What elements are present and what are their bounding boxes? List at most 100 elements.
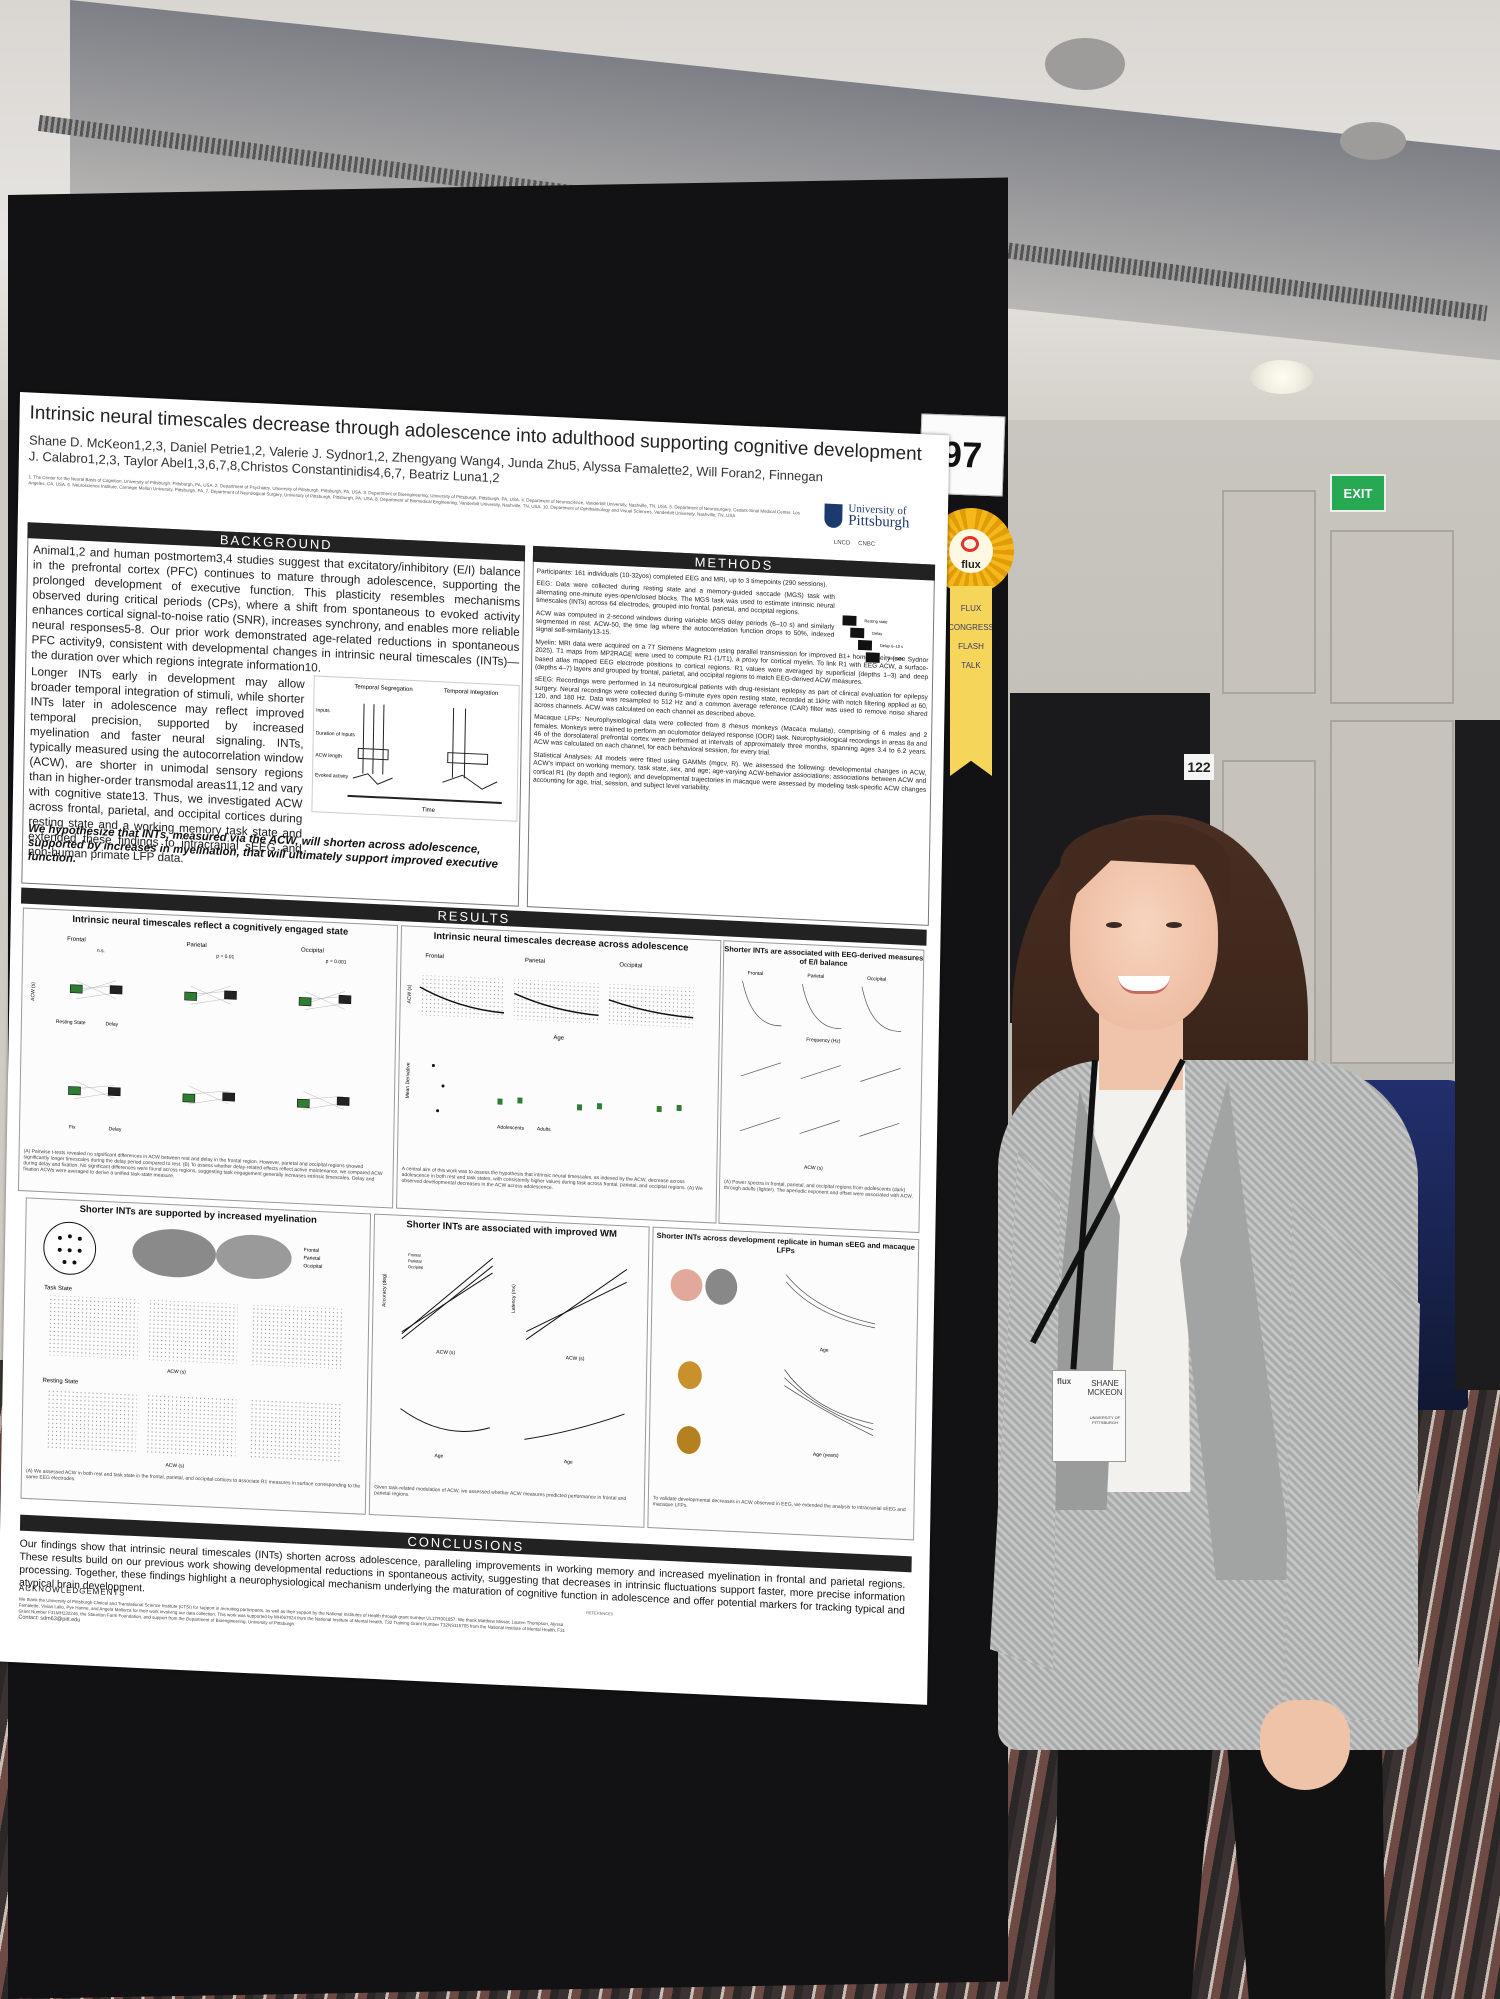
region-label: Parietal [807,973,824,980]
axis-label: ACW (s) [167,1369,186,1376]
methods-text: Participants: 161 individuals (10-32yos)… [533,568,930,807]
axis-label: ACW (s) [804,1165,823,1172]
fig-label: Inputs [316,707,330,714]
axis-label: Frequency (Hz) [806,1037,841,1045]
axis-label: Accuracy (deg) [381,1273,388,1307]
axis-label: Delay [109,1126,122,1133]
task-label: Resting state [864,618,888,624]
background-paragraph-1: Animal1,2 and human postmortem3,4 studie… [31,542,521,675]
rosette-label: flux [961,559,981,571]
ribbon-line: CONGRESS [948,623,994,632]
axis-label: ACW (s) [30,982,36,1001]
task-label: Delay 6–10 s [880,643,903,649]
axis-label: Delay [105,1021,118,1028]
replication-figure: Age Age (years) [670,1268,876,1459]
axis-label: Resting State [42,1378,79,1386]
results-panel-adolescence: Intrinsic neural timescales decrease acr… [396,925,722,1224]
axis-label: Fix [69,1124,76,1130]
acw-boxplot-figure: Frontal Parietal Occipital n.s. p = 0.01… [30,937,352,1133]
pitt-shield-icon [824,503,843,529]
legend-label: Frontal [304,1247,320,1254]
temporal-integration-figure: Temporal Segregation Temporal Integratio… [311,675,520,822]
timescale-diagram: Temporal Segregation Temporal Integratio… [315,684,502,814]
region-label: Occipital [867,976,886,983]
results-panel-seeg-macaque: Shorter INTs across development replicat… [647,1226,920,1541]
region-label: Occipital [619,962,642,969]
flux-logo-icon [961,536,979,552]
fig-label: Duration of Inputs [316,730,356,738]
fig-label: Evoked activity [315,772,349,780]
ceiling-speaker [1045,38,1125,90]
region-label: Frontal [67,937,86,944]
ei-balance-figure: Frontal Parietal Occipital Frequency (Hz… [739,970,902,1172]
legend-label: Occipital [408,1264,423,1270]
axis-label: ACW (s) [165,1463,184,1470]
fig-label: Time [422,807,436,814]
wm-figure: Accuracy (deg) Latency (ms) ACW (s) ACW … [381,1252,628,1466]
research-poster: Intrinsic neural timescales decrease thr… [0,392,950,1705]
lab-logo: LNCD [833,539,851,547]
ceiling-light [1250,360,1314,394]
university-logo: University of Pittsburgh [824,502,924,541]
region-label: Frontal [425,953,444,960]
logo-line-2: Pittsburgh [848,512,910,532]
sig-label: p = 0.001 [326,959,347,966]
region-label: Occipital [301,947,324,954]
badge-affiliation: UNIVERSITY OF PITTSBURGH [1089,1415,1121,1425]
axis-label: ACW (s) [436,1349,455,1356]
presenter-hand [1260,1700,1350,1790]
lanyard [1030,1058,1202,1380]
axis-label: Age [820,1347,829,1353]
sig-label: n.s. [97,948,105,954]
lab-logo: CNBC [858,541,876,548]
group-label: Adolescents [497,1124,525,1131]
task-label: Saccade [888,655,904,661]
axis-label: Latency (ms) [511,1284,517,1313]
axis-label: ACW (s) [407,984,413,1003]
presenter-eye [1166,922,1182,928]
region-label: Parietal [187,942,207,949]
badge-org: flux [1057,1377,1072,1386]
axis-label: Mean Derivative [405,1062,412,1098]
legend-label: Frontal [408,1252,421,1258]
legend-label: Parietal [408,1258,422,1264]
group-label: Adults [537,1126,551,1133]
axis-label: Resting State [56,1019,86,1026]
wall-panel [1330,720,1454,1064]
badge-name: SHANE MCKEON [1087,1379,1123,1397]
presenter-eye [1106,922,1122,928]
partner-logos: LNCD CNBC [834,540,875,548]
axis-label: Task State [44,1285,73,1292]
legend-label: Parietal [304,1255,321,1262]
rosette-center: flux [949,529,993,573]
name-badge: flux SHANE MCKEON UNIVERSITY OF PITTSBUR… [1052,1370,1126,1462]
task-label: Delay [872,631,882,636]
results-panel-myelination: Shorter INTs are supported by increased … [20,1197,372,1515]
ribbon-line: TALK [961,661,981,670]
wall-panel [1330,530,1454,704]
acw-age-figure: Frontal Parietal Occipital Age ACW (s) M… [405,953,694,1133]
poster-board-right [1455,720,1500,1390]
results-panel-ei-balance: Shorter INTs are associated with EEG-der… [718,940,925,1234]
board-number-tag: 122 [1184,754,1214,780]
mgs-task-diagram: Resting state Delay Delay 6–10 s Saccade [842,615,904,663]
legend-label: Occipital [303,1263,322,1270]
results-panel-cognitive-state: Intrinsic neural timescales reflect a co… [17,907,399,1209]
region-label: Parietal [525,958,545,965]
ribbon-tail: FLUX CONGRESS FLASH TALK [950,586,992,776]
fig-label: ACW length [315,752,342,759]
presenter-smile [1118,976,1170,994]
fig-label: Temporal Segregation [354,684,412,693]
region-label: Frontal [748,970,764,977]
axis-label: Age [564,1459,573,1465]
sig-label: p = 0.01 [216,954,234,961]
wall-panel [1222,490,1316,694]
axis-label: Age (years) [813,1452,839,1459]
axis-label: Age [434,1453,443,1459]
ceiling-speaker [1340,122,1406,160]
fig-label: Temporal Integration [444,688,498,697]
axis-label: ACW (s) [566,1355,585,1362]
ribbon-line: FLUX [960,604,982,613]
myelin-figure: Frontal Parietal Occipital Task State Re… [42,1221,343,1470]
results-panel-working-memory: Shorter INTs are associated with improve… [368,1213,650,1528]
